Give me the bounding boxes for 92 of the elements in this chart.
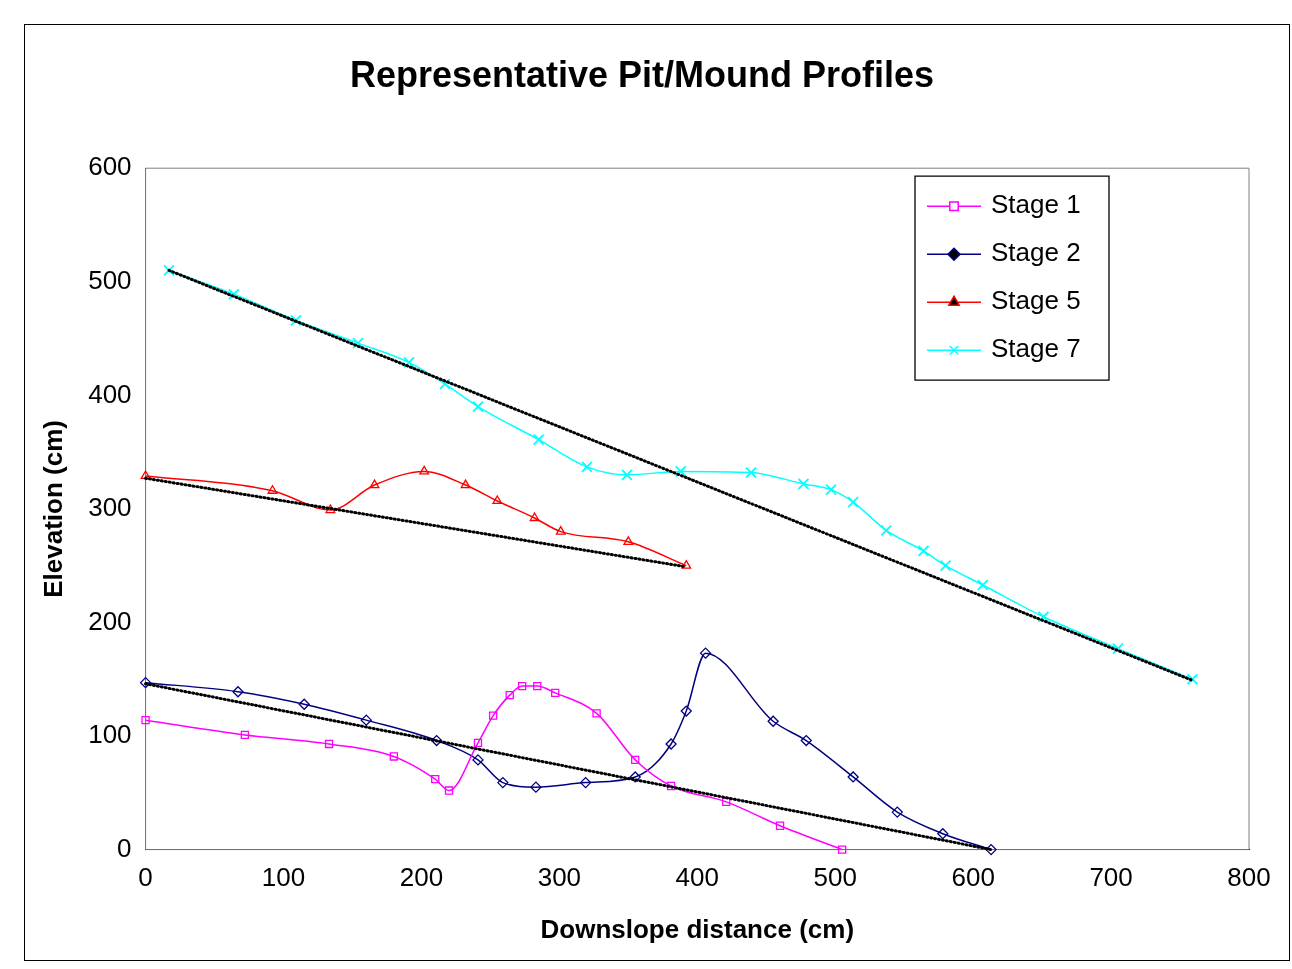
- point: [680, 705, 692, 717]
- point: [419, 465, 430, 475]
- x-tick-label: 100: [261, 862, 306, 893]
- point: [666, 781, 676, 791]
- y-tick-label: 0: [117, 832, 132, 863]
- point: [681, 560, 692, 569]
- point: [699, 647, 712, 659]
- legend-label: Stage 7: [991, 333, 1081, 364]
- x-tick-label: 500: [813, 862, 857, 893]
- x-axis-title: Downslope distance (cm): [540, 913, 855, 944]
- point: [473, 738, 483, 748]
- point: [163, 264, 175, 277]
- point: [775, 821, 785, 830]
- point: [847, 771, 859, 783]
- point: [1037, 610, 1050, 623]
- point: [472, 754, 484, 766]
- point: [581, 461, 593, 473]
- point: [497, 776, 509, 789]
- point: [517, 681, 527, 691]
- point: [529, 512, 540, 522]
- point: [800, 734, 812, 747]
- x-tick-label: 400: [675, 862, 719, 893]
- point: [369, 479, 380, 489]
- point: [444, 786, 454, 795]
- point: [555, 525, 566, 535]
- point: [505, 690, 514, 700]
- y-tick-label: 600: [88, 151, 132, 182]
- point: [631, 755, 640, 765]
- point: [267, 485, 278, 494]
- point: [430, 734, 443, 747]
- point: [139, 677, 152, 689]
- point: [891, 806, 903, 818]
- y-tick-label: 200: [88, 605, 132, 636]
- x-tick-label: 300: [537, 862, 582, 893]
- point: [140, 470, 151, 480]
- point: [472, 400, 484, 413]
- point: [797, 478, 810, 490]
- point: [403, 356, 415, 369]
- x-tick-label: 600: [951, 862, 995, 893]
- chart-title: Representative Pit/Mound Profiles: [349, 53, 935, 95]
- point: [837, 845, 847, 854]
- point: [825, 483, 837, 496]
- point: [917, 545, 930, 557]
- point: [488, 711, 498, 720]
- legend-label: Stage 1: [991, 189, 1081, 220]
- point: [240, 730, 250, 740]
- point: [551, 688, 560, 698]
- point: [228, 288, 240, 301]
- x-tick-label: 0: [138, 862, 153, 893]
- legend-label: Stage 5: [991, 285, 1081, 316]
- point: [985, 843, 997, 856]
- point: [665, 738, 677, 750]
- point: [532, 433, 545, 446]
- x-tick-label: 800: [1227, 862, 1271, 893]
- point: [1186, 673, 1199, 686]
- point: [232, 686, 244, 698]
- point: [431, 775, 440, 784]
- point: [767, 715, 779, 727]
- legend-label: Stage 2: [991, 237, 1081, 268]
- point: [533, 681, 542, 691]
- point: [298, 698, 310, 710]
- point: [976, 579, 989, 591]
- point: [674, 465, 687, 478]
- point: [722, 797, 731, 807]
- point: [745, 466, 757, 479]
- point: [621, 468, 633, 481]
- point: [939, 559, 952, 572]
- point: [352, 337, 364, 349]
- y-tick-label: 400: [88, 378, 132, 409]
- point: [324, 739, 334, 749]
- point: [325, 504, 336, 514]
- point: [460, 479, 471, 489]
- y-axis-title: Elevation (cm): [37, 420, 68, 598]
- point: [492, 495, 503, 505]
- point: [530, 781, 542, 793]
- point: [623, 536, 634, 545]
- point: [629, 771, 641, 783]
- y-tick-label: 300: [88, 492, 132, 523]
- point: [360, 714, 372, 726]
- y-tick-label: 500: [88, 264, 132, 295]
- point: [937, 828, 949, 840]
- point: [389, 752, 399, 761]
- x-tick-label: 700: [1089, 862, 1133, 893]
- point: [880, 524, 893, 537]
- point: [141, 715, 150, 725]
- y-tick-label: 100: [88, 719, 132, 750]
- point: [579, 776, 592, 789]
- x-tick-label: 200: [399, 862, 444, 893]
- point: [439, 378, 451, 390]
- point: [290, 314, 302, 327]
- point: [847, 496, 859, 508]
- point: [592, 709, 601, 718]
